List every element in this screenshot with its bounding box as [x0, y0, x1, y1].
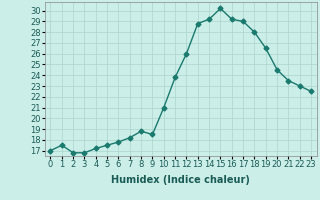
X-axis label: Humidex (Indice chaleur): Humidex (Indice chaleur): [111, 175, 250, 185]
